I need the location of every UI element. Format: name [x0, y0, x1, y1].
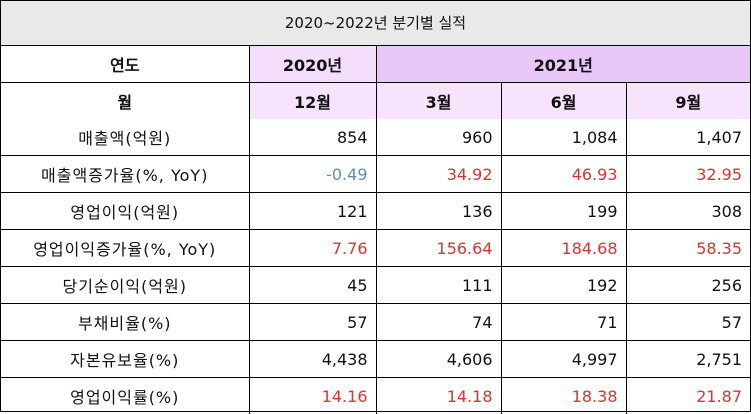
- month-header-sep: 9월: [626, 83, 750, 120]
- value-cell: 74: [376, 304, 501, 341]
- quarterly-results-table: 연도 2020년 2021년 월 12월 3월 6월 9월 매출액(억원)854…: [1, 46, 750, 414]
- value-cell: 2,751: [626, 341, 750, 378]
- year-header-row: 연도 2020년 2021년: [1, 46, 750, 83]
- month-header-row: 월 12월 3월 6월 9월: [1, 83, 750, 120]
- month-header-jun: 6월: [501, 83, 626, 120]
- year-2021-header: 2021년: [376, 46, 750, 83]
- value-cell: 4,997: [501, 341, 626, 378]
- value-cell: 14.18: [376, 378, 501, 414]
- value-cell: 14.16: [249, 378, 376, 414]
- row-label: 영업이익률(%): [1, 378, 249, 414]
- value-cell: 192: [501, 267, 626, 304]
- value-cell: 7.76: [249, 230, 376, 267]
- value-cell: 18.38: [501, 378, 626, 414]
- row-label: 부채비율(%): [1, 304, 249, 341]
- row-label: 영업이익(억원): [1, 193, 249, 230]
- value-cell: 21.87: [626, 378, 750, 414]
- table-title: 2020~2022년 분기별 실적: [1, 1, 750, 46]
- value-cell: 57: [249, 304, 376, 341]
- value-cell: 32.95: [626, 156, 750, 193]
- value-cell: -0.49: [249, 156, 376, 193]
- value-cell: 46.93: [501, 156, 626, 193]
- month-header-mar: 3월: [376, 83, 501, 120]
- value-cell: 45: [249, 267, 376, 304]
- value-cell: 1,084: [501, 119, 626, 156]
- row-label: 영업이익증가율(%, YoY): [1, 230, 249, 267]
- value-cell: 121: [249, 193, 376, 230]
- row-label: 당기순이익(억원): [1, 267, 249, 304]
- value-cell: 184.68: [501, 230, 626, 267]
- month-header-dec: 12월: [249, 83, 376, 120]
- year-2020-header: 2020년: [249, 46, 376, 83]
- value-cell: 1,407: [626, 119, 750, 156]
- value-cell: 199: [501, 193, 626, 230]
- month-header-label: 월: [1, 83, 249, 120]
- row-label: 매출액증가율(%, YoY): [1, 156, 249, 193]
- value-cell: 156.64: [376, 230, 501, 267]
- row-label: 자본유보율(%): [1, 341, 249, 378]
- value-cell: 57: [626, 304, 750, 341]
- value-cell: 34.92: [376, 156, 501, 193]
- value-cell: 256: [626, 267, 750, 304]
- value-cell: 4,606: [376, 341, 501, 378]
- value-cell: 71: [501, 304, 626, 341]
- value-cell: 136: [376, 193, 501, 230]
- value-cell: 58.35: [626, 230, 750, 267]
- row-label: 매출액(억원): [1, 119, 249, 156]
- value-cell: 111: [376, 267, 501, 304]
- year-header-label: 연도: [1, 46, 249, 83]
- value-cell: 854: [249, 119, 376, 156]
- value-cell: 4,438: [249, 341, 376, 378]
- value-cell: 308: [626, 193, 750, 230]
- value-cell: 960: [376, 119, 501, 156]
